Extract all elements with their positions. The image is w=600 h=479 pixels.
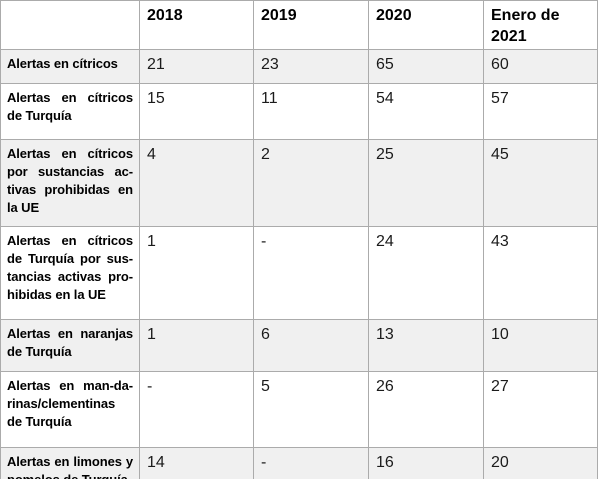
- corner-cell: [0, 0, 140, 50]
- table-row: Alertas en cítricos de Turquía 15 11 54 …: [0, 83, 598, 140]
- value-cell: 4: [139, 139, 254, 227]
- value-cell: 2: [253, 139, 369, 227]
- table-row: Alertas en man-da- rinas/clementinas de …: [0, 371, 598, 448]
- column-header-enero-2021: Enero de 2021: [483, 0, 598, 50]
- value-cell: 13: [368, 319, 484, 372]
- value-cell: 1: [139, 319, 254, 372]
- table-row: Alertas en cítricos de Turquía por sus- …: [0, 226, 598, 320]
- column-header-2019: 2019: [253, 0, 369, 50]
- value-cell: 23: [253, 49, 369, 84]
- row-label: Alertas en man-da- rinas/clementinas de …: [0, 371, 140, 448]
- value-cell: 54: [368, 83, 484, 140]
- column-header-label: Enero de: [491, 7, 560, 24]
- row-label-line: Alertas en man-da-: [7, 378, 133, 393]
- row-label: Alertas en cítricos por sustancias ac- t…: [0, 139, 140, 227]
- row-label-line: hibidas en la UE: [7, 287, 106, 302]
- value-cell: 25: [368, 139, 484, 227]
- row-label-line: de Turquía: [7, 414, 72, 429]
- value-cell: 60: [483, 49, 598, 84]
- row-label: Alertas en cítricos de Turquía: [0, 83, 140, 140]
- value-cell: -: [139, 371, 254, 448]
- value-cell: 26: [368, 371, 484, 448]
- row-label-line: de Turquía: [7, 108, 72, 123]
- row-label: Alertas en cítricos de Turquía por sus- …: [0, 226, 140, 320]
- table-row: Alertas en limones y pomelos de Turquía …: [0, 447, 598, 479]
- value-cell: 24: [368, 226, 484, 320]
- row-label-line: Alertas en cítricos: [7, 56, 118, 71]
- column-header-label: 2019: [261, 7, 297, 24]
- table-row: Alertas en cítricos 21 23 65 60: [0, 49, 598, 84]
- column-header-label: 2020: [376, 7, 412, 24]
- row-label-line: Alertas en cítricos: [7, 146, 133, 161]
- value-cell: 27: [483, 371, 598, 448]
- column-header-label: 2018: [147, 7, 183, 24]
- value-cell: 11: [253, 83, 369, 140]
- value-cell: 14: [139, 447, 254, 479]
- row-label-line: rinas/clementinas: [7, 396, 116, 411]
- row-label-line: Alertas en limones y: [7, 454, 133, 469]
- row-label-line: de Turquía: [7, 344, 72, 359]
- value-cell: 1: [139, 226, 254, 320]
- value-cell: 15: [139, 83, 254, 140]
- value-cell: -: [253, 447, 369, 479]
- row-label-line: Alertas en cítricos: [7, 90, 133, 105]
- row-label: Alertas en naranjas de Turquía: [0, 319, 140, 372]
- row-label: Alertas en limones y pomelos de Turquía: [0, 447, 140, 479]
- column-header-label: 2021: [491, 28, 527, 45]
- row-label-line: tancias activas pro-: [7, 269, 133, 284]
- value-cell: 10: [483, 319, 598, 372]
- column-header-2018: 2018: [139, 0, 254, 50]
- column-header-2020: 2020: [368, 0, 484, 50]
- row-label-line: pomelos de Turquía: [7, 471, 133, 479]
- value-cell: 6: [253, 319, 369, 372]
- value-cell: 45: [483, 139, 598, 227]
- value-cell: 20: [483, 447, 598, 479]
- table-row: Alertas en naranjas de Turquía 1 6 13 10: [0, 319, 598, 372]
- row-label-line: tivas prohibidas en: [7, 182, 133, 197]
- row-label: Alertas en cítricos: [0, 49, 140, 84]
- value-cell: 21: [139, 49, 254, 84]
- row-label-line: la UE: [7, 200, 40, 215]
- value-cell: 65: [368, 49, 484, 84]
- value-cell: 16: [368, 447, 484, 479]
- table-row: Alertas en cítricos por sustancias ac- t…: [0, 139, 598, 227]
- value-cell: -: [253, 226, 369, 320]
- row-label-line: Alertas en naranjas: [7, 326, 133, 341]
- table-header-row: 2018 2019 2020 Enero de 2021: [0, 0, 598, 50]
- value-cell: 43: [483, 226, 598, 320]
- value-cell: 57: [483, 83, 598, 140]
- row-label-line: por sustancias ac-: [7, 164, 133, 179]
- value-cell: 5: [253, 371, 369, 448]
- row-label-line: de Turquía por sus-: [7, 251, 133, 266]
- row-label-line: Alertas en cítricos: [7, 233, 133, 248]
